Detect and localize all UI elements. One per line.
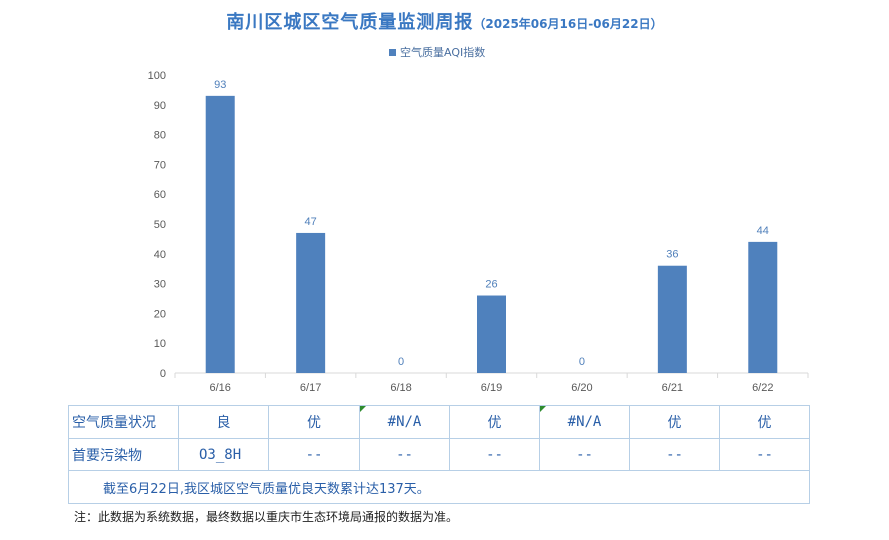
quality-cell: 优 <box>268 405 360 439</box>
table-row-pollutant: 首要污染物 O3_8H -- -- -- -- -- -- <box>68 438 810 471</box>
bar <box>205 95 235 374</box>
y-tick-label: 30 <box>154 279 166 291</box>
quality-cell: #N/A <box>539 405 630 439</box>
summary-text: 截至6月22日,我区城区空气质量优良天数累计达137天。 <box>68 470 810 504</box>
pollutant-cell: -- <box>449 438 540 471</box>
y-tick-label: 60 <box>154 189 166 201</box>
quality-cell: #N/A <box>359 405 450 439</box>
row-label-pollutant: 首要污染物 <box>68 438 179 471</box>
quality-cell-text: #N/A <box>567 414 602 430</box>
y-tick-label: 10 <box>154 338 166 350</box>
legend-swatch <box>389 48 396 56</box>
data-label: 0 <box>398 356 404 368</box>
quality-cell: 优 <box>719 405 810 439</box>
y-tick-label: 70 <box>154 159 166 171</box>
y-tick-label: 40 <box>154 249 166 261</box>
y-tick-label: 20 <box>154 308 166 320</box>
pollutant-cell: -- <box>359 438 450 471</box>
bar <box>657 265 687 373</box>
row-label-quality: 空气质量状况 <box>68 405 179 439</box>
chart-title: 南川区城区空气质量监测周报（2025年06月16日-06月22日） <box>0 8 889 34</box>
y-tick-label: 50 <box>154 219 166 231</box>
table-row-quality: 空气质量状况 良 优 #N/A 优 #N/A 优 优 <box>68 405 810 439</box>
data-label: 36 <box>666 249 678 261</box>
air-quality-table: 空气质量状况 良 优 #N/A 优 #N/A 优 优 首要污染物 O3_8H -… <box>68 405 810 504</box>
pollutant-cell: -- <box>719 438 810 471</box>
x-tick-label: 6/18 <box>390 382 411 394</box>
pollutant-cell: O3_8H <box>178 438 269 471</box>
bar <box>477 295 506 373</box>
legend-label: 空气质量AQI指数 <box>400 46 486 59</box>
pollutant-cell: -- <box>629 438 720 471</box>
title-date-range: （2025年06月16日-06月22日） <box>473 17 663 31</box>
table-row-summary: 截至6月22日,我区城区空气质量优良天数累计达137天。 <box>68 470 810 504</box>
quality-cell: 优 <box>629 405 720 439</box>
x-tick-label: 6/20 <box>571 382 592 394</box>
x-tick-label: 6/16 <box>210 382 231 394</box>
pollutant-cell: -- <box>539 438 630 471</box>
x-tick-label: 6/19 <box>481 382 502 394</box>
error-flag-icon <box>360 406 366 412</box>
x-tick-label: 6/17 <box>300 382 321 394</box>
data-label: 0 <box>579 356 585 368</box>
data-label: 44 <box>757 225 769 237</box>
y-tick-label: 90 <box>154 100 166 112</box>
data-label: 26 <box>485 279 497 291</box>
bar-chart: 0 10 20 30 40 50 60 70 80 90 100 93 6/16 47 6/17 0 6/18 2… <box>148 70 809 394</box>
quality-cell: 优 <box>449 405 540 439</box>
y-tick-label: 0 <box>160 368 166 380</box>
data-label: 47 <box>305 216 317 228</box>
title-main: 南川区城区空气质量监测周报 <box>226 12 474 33</box>
pollutant-cell: -- <box>268 438 360 471</box>
x-tick-label: 6/22 <box>752 382 773 394</box>
quality-cell: 良 <box>178 405 269 439</box>
chart-legend: 空气质量AQI指数 <box>389 44 485 60</box>
y-tick-label: 100 <box>148 70 166 82</box>
y-tick-label: 80 <box>154 130 166 142</box>
x-tick-label: 6/21 <box>662 382 683 394</box>
bar <box>748 241 778 373</box>
quality-cell-text: #N/A <box>387 414 422 430</box>
footer-note: 注：此数据为系统数据，最终数据以重庆市生态环境局通报的数据为准。 <box>74 510 459 524</box>
data-label: 93 <box>214 79 226 91</box>
bar <box>296 232 326 373</box>
error-flag-icon <box>540 406 546 412</box>
